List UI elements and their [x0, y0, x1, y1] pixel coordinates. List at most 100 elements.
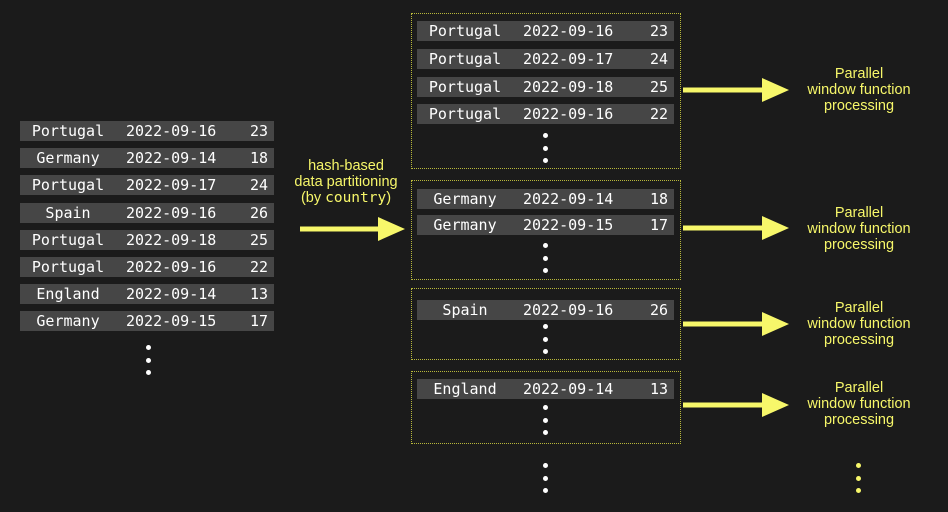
ellipsis-dot — [543, 268, 548, 273]
label-text: ) — [386, 190, 392, 206]
cell-date: 2022-09-16 — [126, 258, 217, 276]
cell-country: Spain — [442, 301, 488, 319]
table-row: England 2022-09-14 13 — [417, 379, 674, 399]
label-line: Parallel — [834, 380, 884, 396]
partition-box — [411, 180, 681, 280]
table-row: Portugal 2022-09-16 22 — [417, 104, 674, 124]
cell-value: 13 — [249, 285, 268, 304]
table-row: Spain 2022-09-16 26 — [417, 300, 674, 320]
cell-date: 2022-09-16 — [523, 105, 614, 123]
cell-date: 2022-09-15 — [523, 216, 614, 234]
table-row: England 2022-09-14 13 — [20, 284, 274, 305]
cell-date: 2022-09-17 — [126, 176, 217, 195]
label-line: Parallel — [834, 300, 884, 316]
cell-value: 22 — [649, 105, 668, 123]
table-row: Spain 2022-09-16 26 — [20, 202, 274, 223]
cell-value: 17 — [249, 312, 268, 331]
cell-date: 2022-09-17 — [523, 50, 614, 68]
ellipsis-dot — [543, 336, 548, 342]
ellipsis-dot — [543, 430, 548, 435]
label-line: window function — [807, 221, 911, 237]
cell-date: 2022-09-14 — [523, 190, 614, 208]
partition-box — [411, 13, 681, 169]
cell-value: 18 — [649, 190, 668, 208]
ellipsis-dot — [543, 133, 548, 138]
processing-arrow — [683, 216, 789, 240]
cell-date: 2022-09-14 — [126, 285, 217, 304]
label-line: processing — [823, 412, 895, 428]
label-line: processing — [823, 332, 895, 348]
cell-country: Portugal — [31, 230, 105, 249]
partition-box — [411, 371, 681, 444]
label-line: Parallel — [834, 205, 884, 221]
cell-value: 18 — [249, 149, 268, 168]
cell-country: England — [36, 285, 100, 304]
table-row: Germany 2022-09-14 18 — [20, 148, 274, 169]
table-row: Germany 2022-09-14 18 — [417, 189, 674, 209]
column-name: country — [325, 190, 387, 206]
ellipsis-dot — [856, 475, 861, 481]
partition-box — [411, 288, 681, 360]
ellipsis-dot — [856, 463, 861, 468]
table-row: Portugal 2022-09-18 25 — [417, 77, 674, 97]
ellipsis-dot — [856, 488, 861, 493]
cell-value: 26 — [649, 301, 668, 319]
table-row: Germany 2022-09-15 17 — [20, 311, 274, 332]
table-row: Portugal 2022-09-16 22 — [20, 257, 274, 277]
table-row: Portugal 2022-09-16 23 — [20, 121, 274, 141]
ellipsis-dot — [543, 463, 548, 468]
ellipsis-dot — [543, 145, 548, 151]
processing-arrow — [683, 393, 789, 417]
cell-date: 2022-09-16 — [126, 203, 217, 222]
label-line: window function — [807, 316, 911, 332]
table-row: Portugal 2022-09-18 25 — [20, 229, 274, 250]
table-row: Portugal 2022-09-17 24 — [417, 49, 674, 69]
label-line: window function — [807, 396, 911, 412]
cell-value: 25 — [249, 230, 268, 249]
cell-country: Portugal — [31, 122, 105, 140]
cell-date: 2022-09-14 — [523, 380, 614, 398]
cell-date: 2022-09-16 — [523, 22, 614, 40]
ellipsis-dot — [543, 349, 548, 354]
cell-country: England — [433, 380, 497, 398]
label-text: (by — [300, 190, 326, 206]
table-row: Portugal 2022-09-17 24 — [20, 175, 274, 196]
processing-label: Parallel window function processing — [790, 205, 928, 253]
label-line: processing — [823, 98, 895, 114]
label-line: data partitioning — [294, 174, 398, 190]
cell-country: Germany — [433, 190, 497, 208]
label-line: (by country) — [276, 190, 416, 206]
processing-arrow — [683, 312, 789, 336]
cell-date: 2022-09-18 — [126, 230, 217, 249]
cell-country: Portugal — [428, 22, 502, 40]
cell-country: Germany — [36, 149, 100, 168]
cell-date: 2022-09-18 — [523, 78, 614, 96]
processing-label: Parallel window function processing — [790, 66, 928, 114]
cell-country: Portugal — [428, 105, 502, 123]
processing-label: Parallel window function processing — [790, 300, 928, 348]
partitioning-label: hash-based data partitioning (by country… — [276, 158, 416, 206]
cell-country: Portugal — [428, 50, 502, 68]
cell-value: 24 — [249, 176, 268, 195]
cell-country: Germany — [36, 312, 100, 331]
ellipsis-dot — [146, 370, 151, 375]
ellipsis-dot — [543, 488, 548, 493]
cell-value: 24 — [649, 50, 668, 68]
label-line: window function — [807, 82, 911, 98]
cell-value: 22 — [249, 258, 268, 276]
table-row: Portugal 2022-09-16 23 — [417, 21, 674, 41]
ellipsis-dot — [543, 158, 548, 163]
ellipsis-dot — [543, 255, 548, 261]
label-line: hash-based — [308, 158, 384, 174]
ellipsis-dot — [543, 324, 548, 329]
cell-country: Spain — [45, 203, 91, 222]
cell-country: Portugal — [31, 258, 105, 276]
cell-date: 2022-09-14 — [126, 149, 217, 168]
cell-value: 17 — [649, 216, 668, 234]
cell-value: 13 — [649, 380, 668, 398]
ellipsis-dot — [543, 405, 548, 410]
processing-arrow — [683, 78, 789, 102]
table-row: Germany 2022-09-15 17 — [417, 215, 674, 235]
ellipsis-dot — [543, 475, 548, 481]
cell-value: 23 — [249, 122, 268, 140]
